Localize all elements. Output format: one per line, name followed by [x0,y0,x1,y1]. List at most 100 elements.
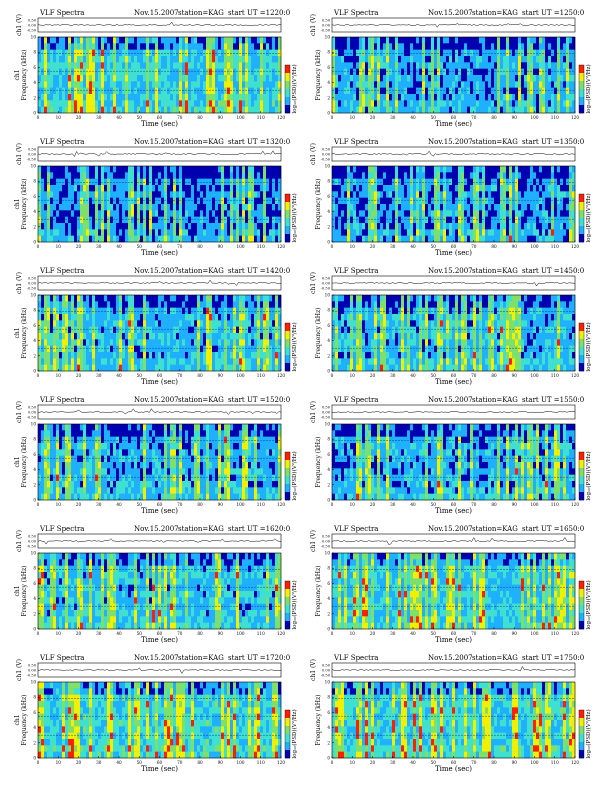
heatmap-cell [539,56,542,63]
heatmap-cell [47,358,50,365]
heatmap-cell [215,37,218,44]
heatmap-cell [428,198,431,205]
heatmap-cell [467,37,470,44]
heatmap-cell [545,204,548,211]
heatmap-cell [149,339,152,346]
heatmap-cell [494,62,497,69]
heatmap-cell [545,56,548,63]
heatmap-cell [122,37,125,44]
heatmap-cell [248,43,251,50]
heatmap-cell [143,320,146,327]
heatmap-cell [170,191,173,198]
heatmap-cell [509,81,512,88]
heatmap-cell [344,223,347,230]
heatmap-cell [98,185,101,192]
heatmap-cell [200,314,203,321]
heatmap-cell [128,229,131,236]
heatmap-cell [431,107,434,114]
heatmap-cell [194,333,197,340]
heatmap-cell [260,191,263,198]
heatmap-cell [464,229,467,236]
heatmap-cell [137,210,140,217]
heatmap-cell [95,69,98,76]
heatmap-cell [116,43,119,50]
heatmap-cell [221,166,224,173]
heatmap-cell [164,185,167,192]
heatmap-cell [554,185,557,192]
heatmap-cell [173,327,176,334]
heatmap-cell [176,204,179,211]
heatmap-cell [116,100,119,107]
heatmap-cell [113,358,116,365]
heatmap-cell [266,107,269,114]
heatmap-cell [134,320,137,327]
heatmap-cell [182,210,185,217]
heatmap-cell [185,210,188,217]
heatmap-cell [263,94,266,101]
heatmap-cell [467,191,470,198]
heatmap-cell [74,223,77,230]
heatmap-cell [179,75,182,82]
heatmap-cell [449,88,452,95]
heatmap-cell [215,81,218,88]
heatmap-cell [500,75,503,82]
heatmap-cell [194,308,197,315]
heatmap-cell [458,185,461,192]
heatmap-cell [392,37,395,44]
heatmap-cell [476,81,479,88]
heatmap-cell [566,191,569,198]
heatmap-cell [377,229,380,236]
heatmap-cell [146,50,149,57]
heatmap-cell [470,229,473,236]
heatmap-cell [98,210,101,217]
heatmap-cell [227,69,230,76]
heatmap-cell [482,50,485,57]
heatmap-cell [335,94,338,101]
heatmap-cell [143,107,146,114]
heatmap-cell [59,236,62,243]
heatmap-cell [41,365,44,372]
heatmap-cell [194,339,197,346]
heatmap-cell [515,179,518,186]
heatmap-cell [179,308,182,315]
heatmap-cell [401,107,404,114]
heatmap-cell [167,223,170,230]
heatmap-cell [98,204,101,211]
heatmap-cell [122,339,125,346]
heatmap-cell [182,50,185,57]
heatmap-cell [350,88,353,95]
heatmap-cell [335,81,338,88]
heatmap-cell [275,56,278,63]
heatmap-cell [179,56,182,63]
heatmap-cell [218,229,221,236]
heatmap-cell [218,62,221,69]
heatmap-cell [467,50,470,57]
heatmap-cell [362,107,365,114]
heatmap-cell [38,223,41,230]
heatmap-cell [530,185,533,192]
heatmap-cell [338,50,341,57]
heatmap-cell [44,43,47,50]
heatmap-cell [254,94,257,101]
heatmap-cell [191,75,194,82]
heatmap-cell [194,236,197,243]
heatmap-cell [242,358,245,365]
heatmap-cell [359,56,362,63]
heatmap-cell [365,88,368,95]
heatmap-cell [431,179,434,186]
heatmap-cell [155,185,158,192]
heatmap-cell [443,166,446,173]
heatmap-cell [62,37,65,44]
heatmap-cell [344,236,347,243]
heatmap-cell [80,191,83,198]
heatmap-cell [74,166,77,173]
heatmap-cell [545,81,548,88]
heatmap-cell [206,295,209,302]
heatmap-cell [56,198,59,205]
heatmap-cell [221,333,224,340]
heatmap-cell [377,198,380,205]
heatmap-cell [116,62,119,69]
heatmap-cell [203,217,206,224]
heatmap-cell [152,191,155,198]
heatmap-cell [380,198,383,205]
